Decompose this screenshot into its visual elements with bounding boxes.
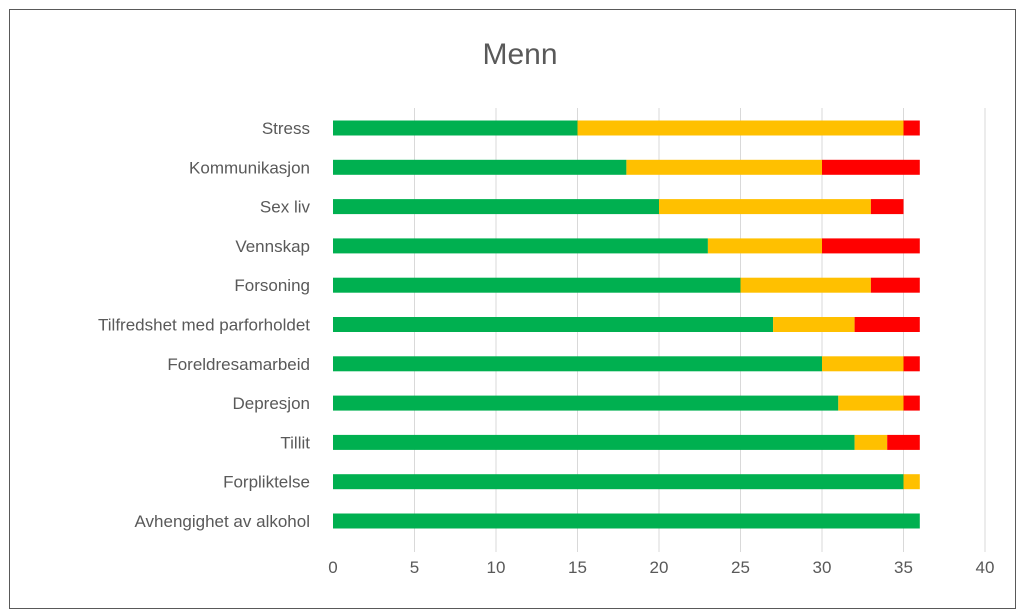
bar-segment: [903, 120, 920, 136]
bar-segment: [626, 159, 822, 175]
bar-segment: [577, 120, 904, 136]
bar-segment: [707, 238, 822, 254]
bar-segment: [659, 199, 871, 215]
bar-segment: [740, 277, 871, 293]
category-label: Tilfredshet med parforholdet: [98, 316, 310, 335]
category-label: Foreldresamarbeid: [167, 355, 310, 374]
bar-segment: [333, 159, 627, 175]
bar-segment: [333, 395, 839, 411]
category-label: Kommunikasjon: [189, 158, 310, 177]
bar-segment: [822, 238, 920, 254]
bar-segment: [333, 277, 741, 293]
bar-segment: [333, 120, 578, 136]
bar-layer: [333, 120, 920, 529]
x-tick-label: 20: [650, 558, 669, 577]
bar-segment: [854, 317, 920, 332]
category-label: Avhengighet av alkohol: [135, 512, 311, 531]
chart-title: Menn: [482, 38, 558, 71]
bar-segment: [333, 356, 822, 372]
bar-segment: [773, 317, 855, 332]
bar-chart: 0 5 10 15 20 25 30 35 40 Stress Kommunikasjon Sex l…: [98, 108, 994, 577]
x-tick-label: 5: [410, 558, 419, 577]
bar-segment: [870, 199, 904, 215]
x-tick-label: 10: [487, 558, 506, 577]
category-label: Forsoning: [234, 276, 310, 295]
x-tick-label: 35: [894, 558, 913, 577]
category-label: Forpliktelse: [223, 473, 310, 492]
category-label: Vennskap: [235, 237, 310, 256]
x-tick-label: 30: [813, 558, 832, 577]
bar-segment: [333, 238, 708, 254]
category-label: Sex liv: [260, 198, 311, 217]
bar-segment: [838, 395, 904, 411]
x-tick-label: 0: [328, 558, 337, 577]
bar-segment: [333, 513, 920, 529]
bar-segment: [333, 434, 855, 450]
bar-segment: [333, 474, 904, 490]
bar-segment: [822, 159, 920, 175]
bar-segment: [822, 356, 904, 372]
category-label: Depresjon: [233, 394, 311, 413]
category-label: Tillit: [280, 433, 310, 452]
bar-segment: [333, 317, 774, 332]
chart-frame: [9, 9, 1016, 609]
label-layer: 0 5 10 15 20 25 30 35 40 Stress Kommunikasjon Sex l…: [98, 119, 994, 577]
bar-segment: [903, 474, 920, 490]
category-label: Stress: [262, 119, 310, 138]
bar-segment: [887, 434, 920, 450]
bar-segment: [903, 395, 920, 411]
bar-segment: [854, 434, 888, 450]
bar-segment: [870, 277, 920, 293]
x-tick-label: 15: [568, 558, 587, 577]
x-tick-label: 25: [731, 558, 750, 577]
bar-segment: [333, 199, 659, 215]
x-tick-label: 40: [976, 558, 995, 577]
bar-segment: [903, 356, 920, 372]
